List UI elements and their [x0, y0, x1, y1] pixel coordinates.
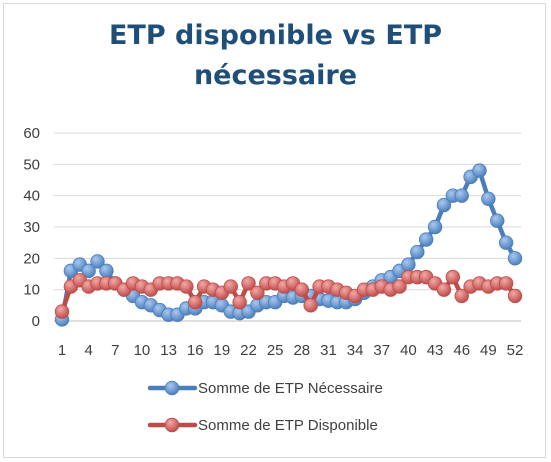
- data-point: [188, 295, 203, 310]
- x-tick-label: 13: [160, 342, 177, 359]
- data-point: [418, 232, 434, 247]
- x-tick-label: 1: [58, 342, 66, 359]
- data-point: [232, 295, 247, 310]
- data-point: [294, 282, 310, 297]
- data-point: [90, 254, 105, 269]
- y-tick-label: 20: [23, 250, 40, 267]
- x-tick-label: 4: [84, 342, 92, 359]
- data-point: [436, 197, 452, 213]
- data-point: [481, 191, 496, 207]
- data-point: [436, 282, 452, 297]
- data-point: [223, 279, 238, 294]
- data-point: [250, 285, 265, 301]
- data-point: [81, 263, 96, 279]
- data-point: [54, 304, 70, 319]
- series-layer: [54, 163, 523, 327]
- data-point: [490, 213, 505, 228]
- series-2: [54, 269, 523, 319]
- legend-label: Somme de ETP Nécessaire: [198, 380, 383, 397]
- x-tick-label: 49: [480, 342, 497, 359]
- chart-title: ETP disponible vs ETP nécessaire: [108, 20, 443, 91]
- data-point: [99, 263, 114, 279]
- grid-lines: [54, 132, 521, 322]
- axis-labels: 0 10 20 30 40 50 60 1 4 7 10 13 16 19 22 25 28 31 34 37 40 43…: [23, 125, 523, 359]
- y-tick-label: 10: [23, 282, 40, 299]
- y-tick-label: 30: [23, 219, 40, 236]
- chart-frame: [3, 3, 546, 458]
- legend: Somme de ETP Nécessaire Somme de ETP Disp…: [147, 380, 383, 434]
- y-tick-label: 60: [23, 125, 40, 142]
- data-point: [179, 279, 194, 294]
- x-tick-label: 37: [373, 342, 390, 359]
- x-tick-label: 46: [453, 342, 470, 359]
- data-point: [498, 235, 514, 250]
- x-tick-label: 28: [293, 342, 310, 359]
- x-tick-label: 31: [320, 342, 337, 359]
- y-tick-label: 50: [23, 156, 40, 173]
- x-tick-label: 10: [134, 342, 151, 359]
- x-tick-label: 52: [507, 342, 524, 359]
- data-point: [164, 417, 180, 433]
- x-tick-label: 22: [240, 342, 257, 359]
- legend-item: Somme de ETP Disponible: [147, 417, 378, 434]
- data-point: [401, 257, 416, 272]
- x-tick-label: 25: [267, 342, 284, 359]
- data-point: [454, 288, 469, 304]
- data-point: [507, 288, 523, 304]
- data-point: [392, 279, 407, 294]
- data-point: [454, 188, 469, 203]
- x-tick-label: 43: [427, 342, 444, 359]
- x-tick-label: 7: [111, 342, 119, 359]
- data-point: [445, 269, 461, 285]
- data-point: [410, 244, 425, 260]
- x-tick-label: 19: [214, 342, 231, 359]
- data-point: [164, 380, 180, 396]
- data-point: [303, 298, 318, 313]
- data-point: [498, 276, 514, 291]
- series-1: [54, 163, 523, 327]
- x-tick-label: 16: [187, 342, 204, 359]
- data-point: [427, 219, 443, 235]
- legend-label: Somme de ETP Disponible: [198, 417, 378, 434]
- data-point: [472, 163, 487, 178]
- y-tick-label: 0: [32, 313, 40, 330]
- legend-item: Somme de ETP Nécessaire: [147, 380, 383, 397]
- data-point: [507, 251, 523, 266]
- data-point: [241, 276, 256, 291]
- x-tick-label: 40: [400, 342, 417, 359]
- x-tick-label: 34: [347, 342, 364, 359]
- y-tick-label: 40: [23, 188, 40, 205]
